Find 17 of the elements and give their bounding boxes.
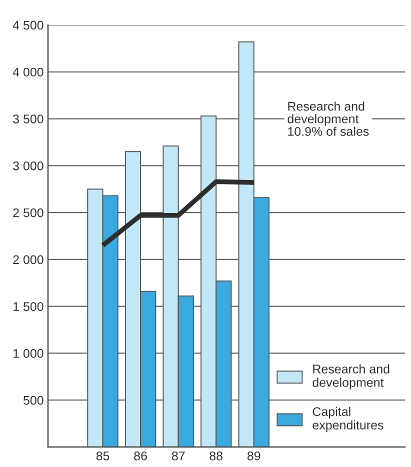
y-tick-label: 4 500 <box>12 20 44 30</box>
x-tick-label: 85 <box>96 451 110 460</box>
y-tick-label: 4 000 <box>12 68 44 77</box>
y-tick-label: 3 500 <box>13 114 44 124</box>
x-tick-label: 89 <box>247 451 260 460</box>
y-tick-label: 1 000 <box>14 349 44 358</box>
x-tick-label: 86 <box>134 451 147 460</box>
y-tick-label: 3 000 <box>13 161 44 170</box>
y-tick-label: 2 500 <box>13 208 44 218</box>
y-tick-label: 500 <box>23 396 44 405</box>
x-tick-label: 87 <box>172 451 185 460</box>
y-tick-label: 2 000 <box>13 255 44 264</box>
text: Research and development 10.9% of sales <box>288 102 369 136</box>
x-tick-label: 88 <box>210 451 223 460</box>
y-tick-label: 1 500 <box>14 302 44 311</box>
legend-label: Research and development <box>312 364 390 390</box>
legend-label: Capital expenditures <box>312 406 384 432</box>
